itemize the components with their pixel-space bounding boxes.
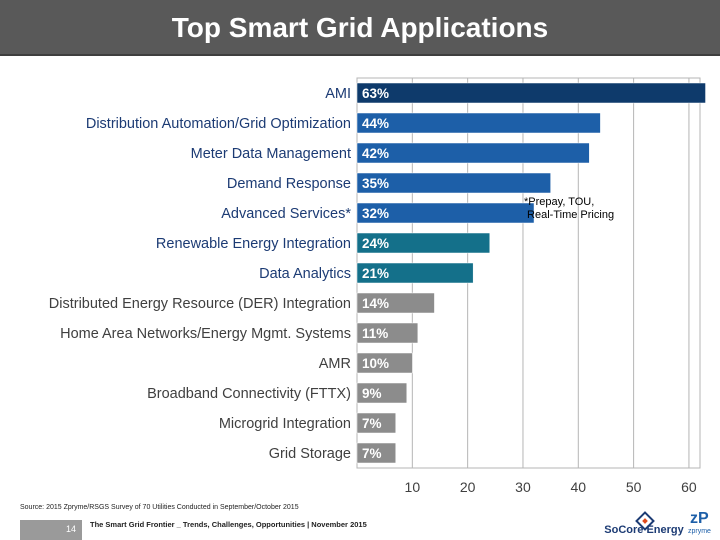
bar	[356, 142, 590, 164]
bar	[356, 172, 551, 194]
bar-value-label: 63%	[362, 86, 389, 101]
x-tick-label: 10	[405, 479, 421, 495]
bar-chart: 10 20 30 40 50 60 63% AMI 44% Distribution Automa…	[49, 77, 706, 495]
x-tick-label: 20	[460, 479, 476, 495]
source-note: Source: 2015 Zpryme/RSGS Survey of 70 Ut…	[20, 504, 299, 511]
category-label: Distributed Energy Resource (DER) Integr…	[49, 296, 351, 312]
bar	[356, 112, 601, 134]
bar-value-label: 44%	[362, 116, 389, 131]
page-number: 14	[65, 524, 76, 534]
category-label: Renewable Energy Integration	[156, 236, 351, 252]
socore-logo-text: SoCore Energy	[604, 524, 684, 536]
zpryme-logo-text: zpryme	[688, 528, 711, 535]
bar	[356, 202, 535, 224]
category-label: Home Area Networks/Energy Mgmt. Systems	[60, 326, 351, 342]
bar-value-label: 32%	[362, 206, 389, 221]
bar	[356, 382, 408, 404]
category-label: Demand Response	[227, 176, 351, 192]
title-bar	[0, 0, 720, 56]
bar	[356, 232, 491, 254]
bar-value-label: 14%	[362, 296, 389, 311]
bar-value-label: 10%	[362, 356, 389, 371]
footer-text: The Smart Grid Frontier _ Trends, Challe…	[90, 520, 367, 529]
bar	[356, 82, 706, 104]
zpryme-logo: zP zpryme	[688, 510, 716, 538]
x-tick-label: 30	[515, 479, 531, 495]
bar	[356, 442, 396, 464]
bar-value-label: 9%	[362, 386, 382, 401]
bar-value-label: 7%	[362, 446, 382, 461]
category-label: Advanced Services*	[221, 206, 351, 222]
category-label: AMR	[319, 356, 351, 372]
x-tick-label: 60	[681, 479, 697, 495]
bar-value-label: 21%	[362, 266, 389, 281]
x-tick-label: 40	[571, 479, 587, 495]
category-label: Grid Storage	[269, 446, 351, 462]
x-tick-label: 50	[626, 479, 642, 495]
bar	[356, 292, 435, 314]
category-label: Microgrid Integration	[219, 416, 351, 432]
bar	[356, 322, 419, 344]
bar-value-label: 7%	[362, 416, 382, 431]
category-label: Broadband Connectivity (FTTX)	[147, 386, 351, 402]
bar-value-label: 24%	[362, 236, 389, 251]
bar	[356, 262, 474, 284]
category-label: Meter Data Management	[191, 146, 351, 162]
socore-energy-logo: SoCore Energy	[604, 511, 684, 536]
bar-value-label: 42%	[362, 146, 389, 161]
advanced-services-footnote: *Prepay, TOU, Real-Time Pricing	[524, 196, 615, 221]
slide-title: Top Smart Grid Applications	[171, 12, 549, 43]
bar-value-label: 35%	[362, 176, 389, 191]
bar-value-label: 11%	[362, 326, 388, 341]
bar	[356, 352, 413, 374]
category-label: Distribution Automation/Grid Optimizatio…	[86, 116, 351, 132]
page-number-box: 14	[20, 520, 82, 540]
category-label: AMI	[325, 86, 351, 102]
zpryme-mark-icon: zP	[690, 510, 709, 527]
category-label: Data Analytics	[259, 266, 351, 282]
bar	[356, 412, 396, 434]
